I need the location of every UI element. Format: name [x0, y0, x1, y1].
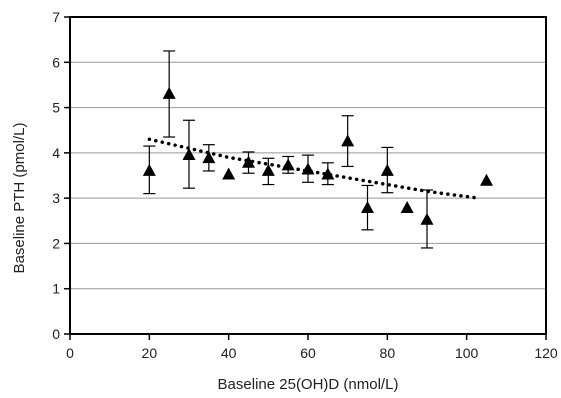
- x-tick-label: 60: [300, 345, 316, 361]
- y-axis-label: Baseline PTH (pmol/L): [11, 123, 28, 274]
- x-tick-label: 120: [534, 345, 558, 361]
- y-tick-label: 2: [52, 235, 60, 251]
- data-point: [162, 86, 176, 99]
- data-point: [182, 147, 196, 160]
- data-point: [400, 200, 414, 213]
- data-point: [142, 163, 156, 176]
- y-tick-label: 6: [52, 54, 60, 70]
- data-point: [281, 158, 295, 171]
- data-point: [202, 151, 216, 164]
- x-tick-label: 80: [380, 345, 396, 361]
- data-point: [480, 173, 493, 186]
- y-tick-label: 5: [52, 100, 60, 116]
- data-point: [341, 134, 355, 147]
- error-bars: [143, 50, 433, 249]
- data-point: [361, 200, 374, 213]
- trendline: [147, 137, 481, 200]
- axes: [64, 16, 547, 340]
- tick-labels: 0 1 2 3 4 5 6 7 0 20 40 60 80 100 120: [52, 9, 558, 361]
- data-point: [301, 162, 315, 175]
- x-tick-label: 20: [142, 345, 158, 361]
- x-axis-label: Baseline 25(OH)D (nmol/L): [218, 376, 399, 393]
- data-point: [420, 212, 434, 225]
- y-tick-label: 4: [52, 145, 60, 161]
- x-tick-label: 0: [66, 345, 74, 361]
- data-point: [380, 163, 394, 176]
- data-point: [321, 167, 335, 180]
- data-point: [261, 163, 275, 176]
- y-tick-label: 0: [52, 326, 60, 342]
- data-point: [222, 167, 236, 180]
- y-tick-label: 7: [52, 9, 60, 25]
- x-tick-label: 40: [221, 345, 237, 361]
- trendline-group: [147, 137, 481, 200]
- x-tick-label: 100: [455, 345, 479, 361]
- data-points: [142, 86, 493, 225]
- y-tick-label: 1: [52, 281, 60, 297]
- y-tick-label: 3: [52, 190, 60, 206]
- data-point: [242, 155, 255, 168]
